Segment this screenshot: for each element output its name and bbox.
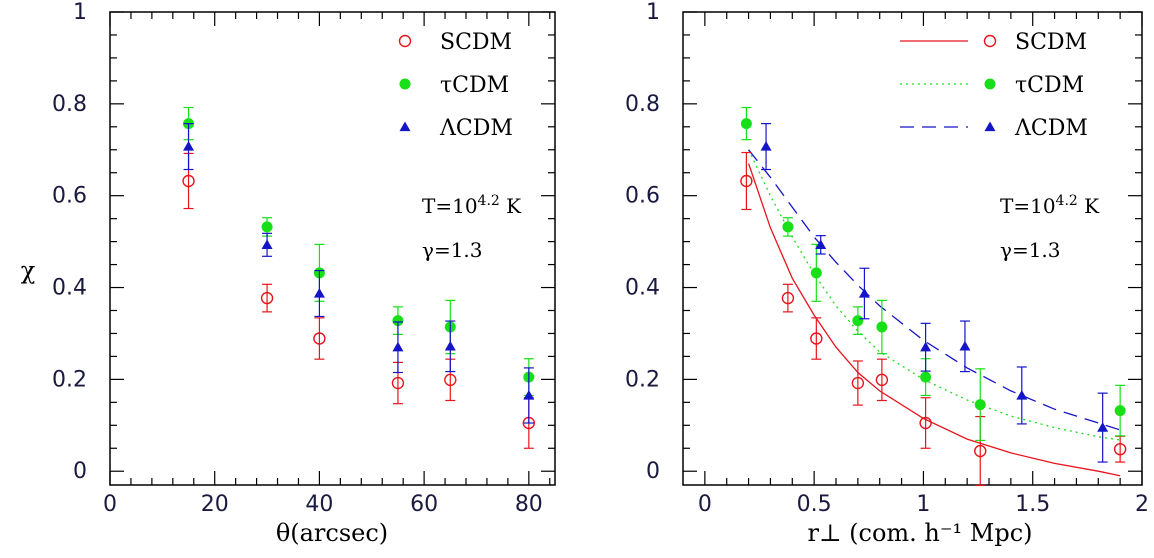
legend-label: τCDM bbox=[440, 73, 509, 98]
data-point bbox=[182, 174, 195, 188]
data-point bbox=[810, 267, 822, 279]
legend-label: SCDM bbox=[1015, 30, 1087, 55]
data-point bbox=[974, 444, 987, 458]
data-point bbox=[392, 315, 404, 327]
data-point bbox=[444, 340, 456, 351]
legend-label: ΛCDM bbox=[439, 116, 513, 141]
data-point bbox=[391, 376, 405, 390]
legend-marker bbox=[399, 121, 411, 132]
x-tick-label: 60 bbox=[410, 492, 438, 517]
data-point bbox=[261, 239, 273, 249]
data-point bbox=[1114, 405, 1126, 417]
data-point bbox=[782, 221, 794, 233]
y-tick-label: 0.4 bbox=[52, 276, 87, 301]
legend-marker bbox=[984, 121, 996, 132]
data-point bbox=[313, 288, 325, 298]
data-point bbox=[313, 332, 326, 345]
x-tick-label: 0.5 bbox=[797, 492, 832, 517]
data-point bbox=[523, 389, 535, 400]
x-tick-label: 2 bbox=[1135, 492, 1149, 517]
x-tick-label: 20 bbox=[201, 492, 229, 517]
annotation: γ=1.3 bbox=[422, 238, 483, 262]
legend-label: τCDM bbox=[1015, 73, 1084, 98]
y-tick-label: 0.6 bbox=[625, 184, 660, 209]
data-point bbox=[815, 239, 827, 249]
data-point bbox=[858, 288, 870, 298]
legend-label: ΛCDM bbox=[1014, 116, 1088, 141]
x-tick-label: 0 bbox=[698, 492, 712, 517]
data-point bbox=[920, 341, 932, 352]
data-point bbox=[920, 371, 932, 383]
data-point bbox=[261, 221, 273, 233]
legend-marker bbox=[398, 34, 412, 48]
data-point bbox=[810, 332, 823, 345]
x-tick-label: 1 bbox=[916, 492, 930, 517]
left-panel: 0 20 40 60 80 0 0.2 0.4 0.6 0.8 1 SCDM τCDM ΛCDM T=104… bbox=[52, 0, 556, 517]
y-tick-label: 0.4 bbox=[625, 276, 660, 301]
y-tick-label: 1 bbox=[646, 0, 660, 25]
y-tick-label: 0.6 bbox=[52, 184, 87, 209]
annotation: T=104.2 K bbox=[1000, 193, 1100, 218]
y-tick-label: 0.2 bbox=[625, 367, 660, 392]
right-x-axis-title: r⊥ (com. h⁻¹ Mpc) bbox=[807, 519, 1032, 547]
legend-marker bbox=[984, 78, 996, 90]
data-point bbox=[444, 373, 457, 387]
annotation: T=104.2 K bbox=[422, 193, 522, 218]
model-curve bbox=[748, 149, 1121, 431]
data-point bbox=[781, 291, 795, 305]
y-tick-label: 0 bbox=[646, 459, 660, 484]
left-y-axis-title: χ bbox=[21, 257, 36, 285]
y-tick-label: 0.2 bbox=[52, 367, 87, 392]
legend-label: SCDM bbox=[440, 30, 512, 55]
plot-frame bbox=[109, 11, 556, 486]
data-point bbox=[876, 321, 888, 333]
y-tick-label: 1 bbox=[73, 0, 87, 25]
data-point bbox=[760, 141, 772, 151]
data-point bbox=[974, 399, 986, 411]
data-point bbox=[919, 416, 932, 430]
data-point bbox=[740, 174, 753, 188]
data-point bbox=[260, 291, 274, 305]
annotation: γ=1.3 bbox=[1000, 238, 1061, 262]
y-tick-label: 0.8 bbox=[52, 92, 87, 117]
data-point bbox=[1113, 442, 1127, 456]
y-tick-label: 0.8 bbox=[625, 92, 660, 117]
x-tick-label: 0 bbox=[103, 492, 117, 517]
data-point bbox=[852, 315, 864, 327]
x-tick-label: 1.5 bbox=[1015, 492, 1050, 517]
data-point bbox=[183, 141, 195, 151]
legend-marker bbox=[983, 34, 997, 48]
data-point bbox=[392, 341, 404, 352]
right-panel: 0 0.5 1 1.5 2 0 0.2 0.4 0.6 0.8 1 SCDM τCDM ΛCDM T=104… bbox=[625, 0, 1149, 517]
x-tick-label: 40 bbox=[305, 492, 333, 517]
data-point bbox=[959, 340, 971, 351]
data-point bbox=[851, 376, 865, 390]
legend-marker bbox=[399, 78, 411, 90]
data-point bbox=[1097, 422, 1109, 432]
model-curve bbox=[748, 149, 1121, 441]
left-x-axis-title: θ(arcsec) bbox=[276, 519, 388, 547]
data-point bbox=[1016, 389, 1028, 400]
data-point bbox=[740, 118, 752, 130]
plot-frame bbox=[682, 11, 1143, 486]
y-tick-label: 0 bbox=[73, 459, 87, 484]
x-tick-label: 80 bbox=[515, 492, 543, 517]
data-point bbox=[875, 373, 889, 387]
model-curve bbox=[747, 163, 1121, 477]
